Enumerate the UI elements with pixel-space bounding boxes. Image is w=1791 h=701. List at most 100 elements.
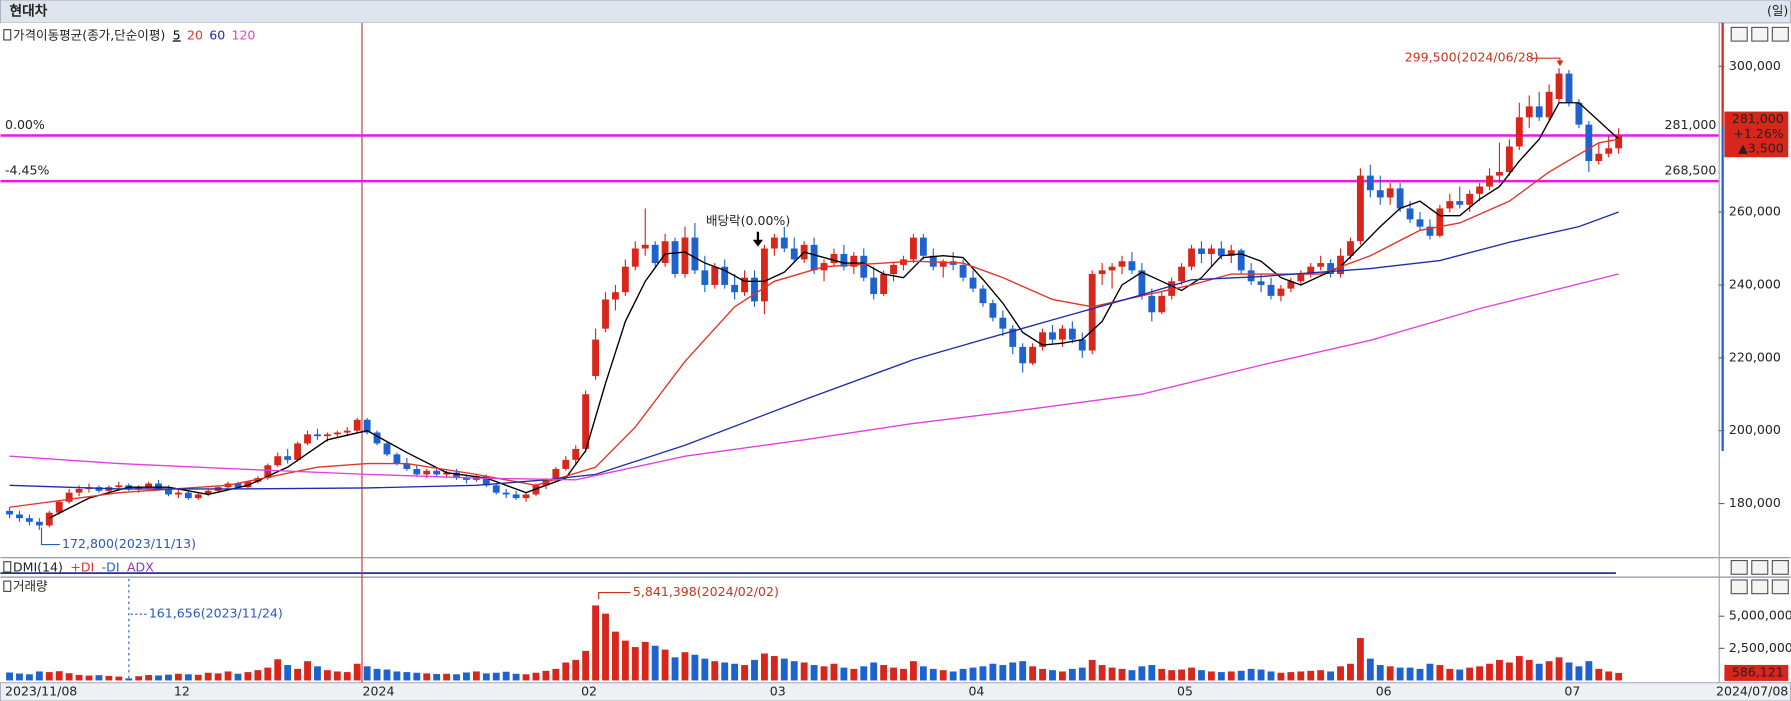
candle-body [1615,135,1623,149]
volume-bar [1247,668,1255,681]
reference-label: 268,500 [1664,162,1716,177]
volume-bar [1277,672,1285,681]
volume-bar [343,672,351,681]
volume-bar [482,673,490,681]
reference-change: -4.45% [5,162,49,177]
candle-body [790,248,798,260]
annotation: 299,500(2024/06/28) [1405,50,1539,65]
volume-bar [135,676,143,681]
moving-average [9,211,1619,490]
candle-body [582,394,590,449]
panel-button[interactable] [1771,560,1789,575]
candle-body [304,434,311,444]
candle-body [1267,284,1275,296]
panel-button[interactable] [1730,579,1748,595]
panel-button[interactable] [1730,560,1748,575]
volume-bar [810,665,818,681]
last-change-pct: +1.26% [1733,126,1783,141]
volume-bar [1068,668,1076,681]
x-tick-label: 2024/07/08 [1716,683,1788,698]
candle-body [1466,193,1474,205]
volume-bar [1595,668,1603,681]
candle-body [343,430,351,433]
candle-body [840,253,848,267]
candle-body [602,299,609,329]
volume-bar [155,675,162,681]
candle-body [1575,102,1583,125]
candle-body [780,237,788,249]
volume-bar [65,673,73,681]
volume-bar [1565,662,1573,681]
moving-average [9,273,1619,481]
period-label: (일) [1767,3,1788,18]
volume-bar [860,666,868,681]
annotation-arrow [1556,60,1564,67]
candle-body [1486,175,1493,187]
candle-body [661,241,669,264]
volume-bar [1158,668,1166,681]
volume-bar [562,662,570,681]
candle-body [552,468,560,480]
panel-button[interactable] [1751,26,1769,42]
volume-bar [909,661,917,681]
candle-body [1257,281,1265,285]
volume-bar [631,647,639,681]
candle-body [294,443,302,460]
candle-body [741,277,748,293]
candle-body [1376,190,1384,198]
annotation: 172,800(2023/11/13) [62,536,196,551]
candle-body [274,456,282,466]
volume-bar [234,673,242,681]
candle-body [1217,248,1225,256]
legend-entry: 5 [173,27,181,42]
candle-body [492,485,500,493]
panel-button[interactable] [1771,579,1789,595]
candle-body [194,494,202,499]
x-tick-label: 07 [1564,683,1580,698]
candle-body [1168,281,1176,296]
candle-body [423,470,431,475]
panel-button[interactable] [1751,579,1769,595]
volume-bar [1128,670,1136,681]
volume-bar [790,661,798,681]
dmi-legend: DMI(14) +DI -DI ADX [13,559,154,574]
candle-body [1436,208,1444,236]
volume-bar [900,668,907,681]
volume-bar [701,658,709,681]
candle-body [45,512,53,526]
volume-bar [184,674,192,681]
x-tick-label: 12 [174,683,190,698]
candle-body [1585,124,1593,162]
volume-bar [1078,667,1086,681]
x-axis-strip [0,682,1791,701]
candle-body [35,521,43,526]
ma-legend: 가격이동평균(종가,단순이평) 5 20 60 120 [13,27,255,42]
volume-bar [35,671,43,681]
volume-bar [423,673,431,681]
panel-icon [3,29,12,41]
candle-body [522,494,530,499]
volume-bar [105,675,113,681]
volume-bar [1476,666,1484,681]
panel-button[interactable] [1730,26,1748,42]
volume-bar [1217,672,1225,681]
candle-body [145,483,153,488]
candle-body [1396,188,1404,209]
panel-button[interactable] [1751,560,1769,575]
candle-body [1535,106,1543,118]
candle-body [155,483,162,490]
legend-entry: +DI [70,559,94,574]
candle-body [1198,248,1205,254]
plot-layer: 180,000 200,000 220,000 240,000 260,000 300,0… [0,22,1791,683]
volume-bar [1297,671,1305,681]
panel-button[interactable] [1771,26,1789,42]
candle-body [1406,208,1414,220]
candle-body [323,434,331,437]
volume-bar [165,674,172,681]
volume-bar [45,672,53,681]
volume-bar [1317,670,1325,681]
candle-body [850,255,858,267]
volume-bar [1356,638,1364,681]
volume-bar [919,666,927,681]
